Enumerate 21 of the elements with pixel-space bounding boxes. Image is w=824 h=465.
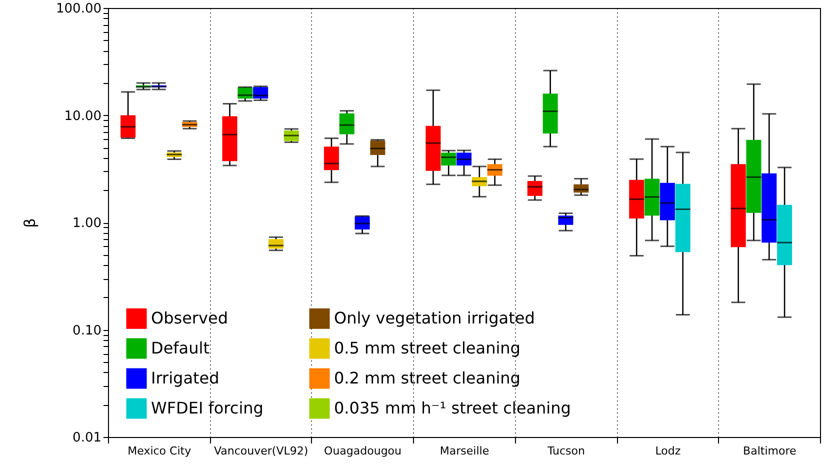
legend-label: Default [151,338,210,358]
legend-label: 0.2 mm street cleaning [334,368,520,388]
y-axis-title: β [21,218,40,228]
y-tick-label: 0.01 [72,430,102,446]
legend-label: Irrigated [151,368,220,388]
x-tick-label: Baltimore [743,444,796,458]
x-tick-label: Tucson [546,444,585,458]
legend-label: Only vegetation irrigated [334,308,535,328]
legend-label: WFDEI forcing [151,398,264,418]
x-tick-label: Marseille [440,444,490,458]
x-tick-label: Ouagadougou [324,444,402,458]
y-tick-label: 100.00 [56,2,102,16]
legend-label: 0.035 mm h⁻¹ street cleaning [334,398,571,418]
y-tick-label: 10.00 [64,108,102,124]
x-tick-label: Mexico City [128,444,192,458]
legend-label: 0.5 mm street cleaning [334,338,520,358]
y-tick-label: 1.00 [72,216,102,231]
x-tick-label: Lodz [655,444,681,458]
y-tick-label: 0.10 [72,323,102,338]
x-tick-label: Vancouver(VL92) [214,444,308,458]
legend-label: Observed [151,308,228,328]
